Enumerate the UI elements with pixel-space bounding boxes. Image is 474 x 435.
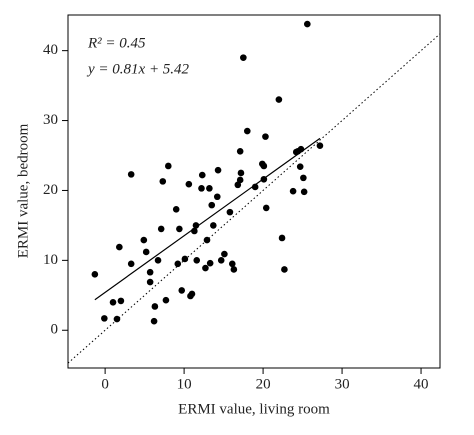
x-tick-label: 10 <box>177 376 192 392</box>
point <box>172 206 180 213</box>
point <box>151 303 159 310</box>
point <box>278 234 286 242</box>
point <box>192 222 200 229</box>
point <box>181 255 189 263</box>
point <box>240 54 247 61</box>
identity-line <box>67 33 441 364</box>
point <box>226 208 234 216</box>
point <box>117 297 125 305</box>
fit-line <box>94 137 321 301</box>
point <box>296 163 304 170</box>
point <box>157 225 165 233</box>
point <box>206 259 214 267</box>
point <box>101 315 108 322</box>
x-tick-label: 40 <box>414 376 429 392</box>
point <box>178 287 186 294</box>
point <box>262 204 270 212</box>
point <box>262 133 269 140</box>
point <box>300 174 307 182</box>
point <box>230 266 238 273</box>
point <box>127 171 135 178</box>
point <box>113 315 121 323</box>
point <box>206 185 213 192</box>
point <box>198 171 206 179</box>
point <box>116 243 123 251</box>
point <box>208 201 216 209</box>
point <box>127 260 135 268</box>
annotation: R² = 0.45 <box>87 35 146 51</box>
point <box>193 257 201 264</box>
point <box>154 257 162 264</box>
point <box>275 96 283 103</box>
point <box>165 162 172 170</box>
point <box>198 185 205 192</box>
point <box>203 236 211 244</box>
point <box>176 225 183 233</box>
x-tick-label: 0 <box>101 376 109 392</box>
point <box>236 176 244 184</box>
y-tick-label: 40 <box>43 42 58 58</box>
point <box>146 268 154 276</box>
point <box>210 222 217 229</box>
point <box>304 20 311 28</box>
point <box>228 260 236 268</box>
y-tick-label: 30 <box>43 112 58 128</box>
point <box>260 162 268 170</box>
point <box>234 181 242 189</box>
point <box>91 271 99 278</box>
point <box>140 236 148 244</box>
y-tick-label: 20 <box>43 182 58 198</box>
point <box>142 248 150 256</box>
y-axis-label: ERMI value, bedroom <box>15 123 31 258</box>
x-axis-label: ERMI value, living room <box>178 401 330 417</box>
point <box>237 169 245 177</box>
point <box>221 250 228 258</box>
y-tick-label: 0 <box>51 322 59 338</box>
annotation: y = 0.81x + 5.42 <box>86 61 190 77</box>
point <box>236 148 244 155</box>
point <box>243 127 251 135</box>
point <box>109 298 117 306</box>
point <box>162 296 170 304</box>
point <box>202 264 209 272</box>
point <box>300 188 308 196</box>
plot-frame <box>67 14 441 369</box>
point <box>150 317 158 325</box>
point <box>217 257 225 264</box>
point <box>281 266 288 273</box>
point <box>213 193 221 201</box>
x-tick-label: 30 <box>335 376 350 392</box>
point <box>146 278 154 286</box>
x-tick-label: 20 <box>256 376 271 392</box>
point <box>289 187 297 195</box>
point <box>185 180 193 188</box>
point <box>316 142 324 150</box>
point <box>174 260 182 268</box>
point <box>159 178 167 185</box>
point <box>214 166 222 174</box>
y-tick-label: 10 <box>43 252 58 268</box>
point <box>188 290 196 298</box>
